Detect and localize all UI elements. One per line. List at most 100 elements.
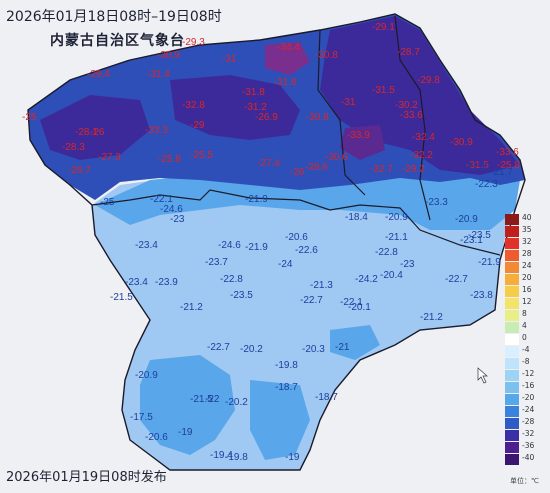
- region-north-deep-3: [40, 95, 150, 160]
- station-value: -22.3: [475, 179, 498, 190]
- station-value: -25.8: [497, 160, 520, 171]
- station-value: -21.1: [385, 232, 408, 243]
- legend-swatch: [505, 382, 519, 393]
- issue-time: 2026年01月19日08时发布: [6, 470, 167, 485]
- station-value: -27.3: [98, 152, 121, 163]
- station-value: -21.5: [110, 292, 133, 303]
- station-value: -32.4: [412, 132, 435, 143]
- station-value: -19: [285, 452, 300, 463]
- station-value: -21.9: [478, 257, 501, 268]
- station-value: -22.1: [150, 194, 173, 205]
- legend-label: -40: [522, 453, 535, 462]
- station-value: -29.2: [402, 164, 425, 175]
- legend-entry: -40: [502, 453, 548, 465]
- region-south-patch-2: [250, 380, 310, 460]
- station-value: -31: [222, 54, 237, 65]
- station-value: -20.6: [285, 232, 308, 243]
- legend-entry: 16: [502, 285, 548, 297]
- station-value: -31.4: [147, 69, 170, 80]
- station-value: -33.6: [496, 147, 519, 158]
- station-value: -20.9: [385, 212, 408, 223]
- legend-label: -24: [522, 405, 535, 414]
- legend-swatch: [505, 346, 519, 357]
- station-value: -29.1: [372, 22, 395, 33]
- legend-swatch: [505, 286, 519, 297]
- issuing-organization: 内蒙古自治区气象台: [50, 33, 185, 49]
- legend-swatch: [505, 442, 519, 453]
- legend-swatch: [505, 226, 519, 237]
- legend-entry: -36: [502, 441, 548, 453]
- station-value: -32.8: [182, 100, 205, 111]
- station-value: -22.6: [295, 245, 318, 256]
- legend-swatch: [505, 298, 519, 309]
- legend-unit: 单位：℃: [510, 477, 539, 485]
- mouse-cursor: [477, 367, 488, 384]
- station-value: -21.2: [420, 312, 443, 323]
- legend-entry: 24: [502, 261, 548, 273]
- station-value: -24.6: [160, 204, 183, 215]
- legend-label: -36: [522, 441, 535, 450]
- station-value: -19.4: [210, 450, 233, 461]
- legend-swatch: [505, 262, 519, 273]
- station-value: -17.5: [130, 412, 153, 423]
- legend-entry: -32: [502, 429, 548, 441]
- legend-entry: 12: [502, 297, 548, 309]
- station-value: -20.4: [380, 270, 403, 281]
- station-value: -30.8: [315, 50, 338, 61]
- station-value: -31.5: [372, 85, 395, 96]
- station-value: -21.3: [310, 280, 333, 291]
- station-value: -25: [100, 197, 115, 208]
- station-value: -23.4: [125, 277, 148, 288]
- station-value: -22.8: [220, 274, 243, 285]
- legend-swatch: [505, 214, 519, 225]
- station-value: -25.5: [190, 150, 213, 161]
- station-value: -21.9: [245, 242, 268, 253]
- station-value: -28.3: [62, 142, 85, 153]
- station-value: -23.3: [425, 197, 448, 208]
- legend-label: 35: [522, 225, 532, 234]
- legend-swatch: [505, 370, 519, 381]
- legend-label: 12: [522, 297, 532, 306]
- station-value: -21: [335, 342, 350, 353]
- station-value: -23: [170, 214, 185, 225]
- legend-label: -32: [522, 429, 535, 438]
- city-boundary-2: [394, 15, 431, 221]
- station-value: -23.8: [470, 290, 493, 301]
- legend-label: 8: [522, 309, 527, 318]
- legend-entry: 0: [502, 333, 548, 345]
- legend-entry: -24: [502, 405, 548, 417]
- legend-swatch: [505, 430, 519, 441]
- station-value: -24: [278, 259, 293, 270]
- station-value: -30.9: [450, 137, 473, 148]
- legend-entry: -28: [502, 417, 548, 429]
- station-value: -31.8: [242, 87, 265, 98]
- legend-entry: 4: [502, 321, 548, 333]
- region-south-patch-1: [140, 355, 235, 455]
- legend-entry: -12: [502, 369, 548, 381]
- station-value: -33.3: [145, 125, 168, 136]
- legend-entry: 40: [502, 213, 548, 225]
- station-value: -20.9: [455, 214, 478, 225]
- station-value: -30.6: [325, 152, 348, 163]
- legend-label: 4: [522, 321, 527, 330]
- legend-entry: 35: [502, 225, 548, 237]
- station-value: -20.1: [348, 302, 371, 313]
- region-north-deep-2: [170, 75, 300, 140]
- station-value: -22.1: [340, 297, 363, 308]
- legend-label: 24: [522, 261, 532, 270]
- map-title: 2026年01月18日08时–19日08时: [6, 9, 222, 25]
- station-value: -30.2: [395, 100, 418, 111]
- station-value: -20.2: [240, 344, 263, 355]
- station-value: -28.6: [305, 162, 328, 173]
- station-value: -31.2: [244, 102, 267, 113]
- region-north-purple-spot: [265, 42, 310, 75]
- station-value: -26: [90, 127, 105, 138]
- legend-label: 28: [522, 249, 532, 258]
- station-value: -25.8: [158, 154, 181, 165]
- legend-entry: 20: [502, 273, 548, 285]
- station-value: -27.4: [257, 158, 280, 169]
- station-value: -31: [341, 97, 356, 108]
- station-value: -26.7: [68, 165, 91, 176]
- legend-entry: -4: [502, 345, 548, 357]
